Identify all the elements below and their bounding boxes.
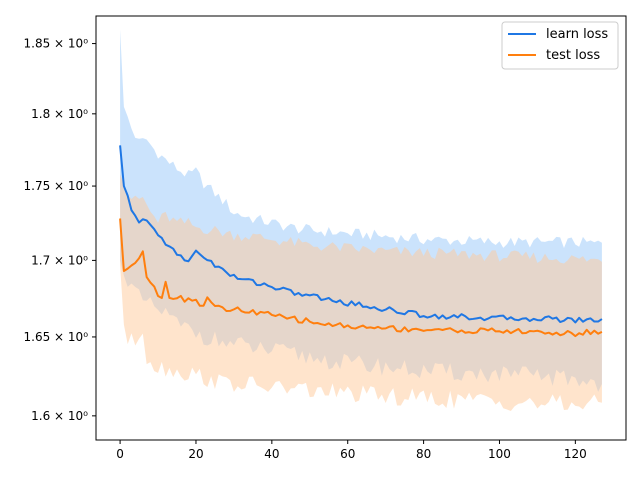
line-learn-loss (119, 145, 603, 324)
y-tick-label-1_6: 1.6 × 10⁰ (31, 409, 88, 423)
x-tick-label-40: 40 (264, 447, 279, 461)
y-tick-label-1_8: 1.8 × 10⁰ (31, 107, 88, 121)
legend-label-learn-loss: learn loss (546, 27, 608, 42)
x-axis: 0 20 40 60 80 100 120 (116, 440, 587, 461)
x-tick-label-20: 20 (188, 447, 203, 461)
confidence-bands (120, 29, 602, 412)
x-tick-label-100: 100 (488, 447, 511, 461)
x-tick-label-0: 0 (116, 447, 124, 461)
x-tick-label-120: 120 (564, 447, 587, 461)
y-axis: 1.6 × 10⁰ 1.65 × 10⁰ 1.7 × 10⁰ 1.75 × 10⁰ 1.… (24, 37, 96, 423)
band-test-loss (120, 174, 602, 412)
legend: learn loss test loss (501, 21, 619, 70)
y-tick-label-1_7: 1.7 × 10⁰ (31, 253, 88, 267)
x-tick-label-60: 60 (340, 447, 355, 461)
y-tick-label-1_65: 1.65 × 10⁰ (24, 330, 89, 344)
plot-frame (95, 15, 627, 441)
series-lines (119, 145, 603, 338)
line-test-loss (119, 218, 603, 338)
legend-label-test-loss: test loss (546, 48, 600, 63)
y-tick-label-1_85: 1.85 × 10⁰ (24, 37, 89, 51)
y-tick-label-1_75: 1.75 × 10⁰ (24, 179, 89, 193)
x-tick-label-80: 80 (416, 447, 431, 461)
